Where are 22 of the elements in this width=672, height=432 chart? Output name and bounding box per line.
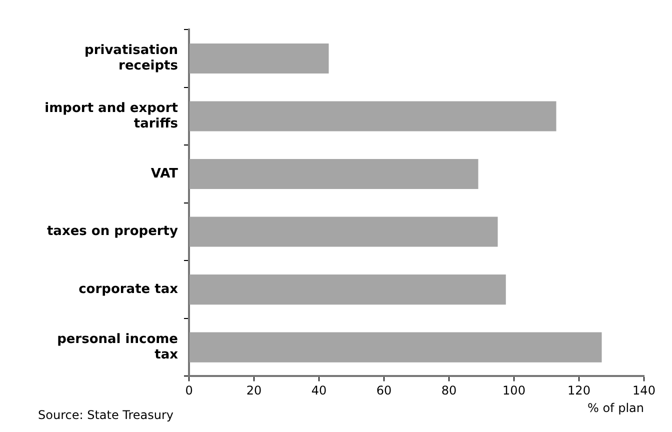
- y-tick-label: privatisation receipts: [84, 43, 178, 74]
- bar: [190, 274, 506, 305]
- x-tick-label: 40: [311, 384, 327, 398]
- source-note: Source: State Treasury: [38, 408, 174, 422]
- bar: [190, 216, 498, 247]
- x-tick-label: 100: [502, 384, 526, 398]
- y-tick-label: personal income tax: [57, 332, 179, 362]
- y-tick-label: corporate tax: [78, 282, 179, 297]
- x-axis-title: % of plan: [587, 400, 644, 415]
- bar: [190, 159, 478, 190]
- bar: [190, 332, 602, 362]
- x-tick-label: 120: [568, 384, 590, 398]
- y-tick-label: VAT: [150, 166, 178, 182]
- y-tick-label: import and export tariffs: [44, 100, 178, 132]
- bar: [190, 101, 556, 132]
- x-tick-label: 20: [246, 384, 262, 398]
- x-tick-label: 60: [376, 384, 392, 398]
- bar: [190, 43, 329, 74]
- x-tick-label: 0: [185, 384, 193, 398]
- x-tick-label: 80: [441, 384, 457, 398]
- y-tick-label: taxes on property: [46, 224, 179, 240]
- x-tick-label: 140: [632, 384, 656, 398]
